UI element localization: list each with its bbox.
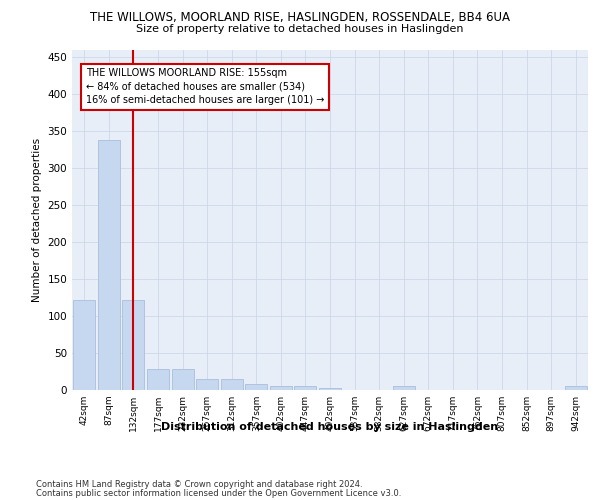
Y-axis label: Number of detached properties: Number of detached properties <box>32 138 42 302</box>
Bar <box>147 370 169 390</box>
Bar <box>221 379 243 390</box>
Bar <box>270 386 292 390</box>
Bar <box>98 140 120 390</box>
Text: Distribution of detached houses by size in Haslingden: Distribution of detached houses by size … <box>161 422 499 432</box>
Bar <box>319 388 341 390</box>
Bar <box>565 386 587 390</box>
Text: THE WILLOWS, MOORLAND RISE, HASLINGDEN, ROSSENDALE, BB4 6UA: THE WILLOWS, MOORLAND RISE, HASLINGDEN, … <box>90 11 510 24</box>
Bar <box>295 386 316 390</box>
Bar <box>122 300 145 390</box>
Text: Size of property relative to detached houses in Haslingden: Size of property relative to detached ho… <box>136 24 464 34</box>
Text: THE WILLOWS MOORLAND RISE: 155sqm
← 84% of detached houses are smaller (534)
16%: THE WILLOWS MOORLAND RISE: 155sqm ← 84% … <box>86 68 325 105</box>
Bar <box>392 386 415 390</box>
Bar <box>172 370 194 390</box>
Bar <box>245 384 268 390</box>
Bar <box>73 300 95 390</box>
Text: Contains public sector information licensed under the Open Government Licence v3: Contains public sector information licen… <box>36 488 401 498</box>
Text: Contains HM Land Registry data © Crown copyright and database right 2024.: Contains HM Land Registry data © Crown c… <box>36 480 362 489</box>
Bar <box>196 379 218 390</box>
